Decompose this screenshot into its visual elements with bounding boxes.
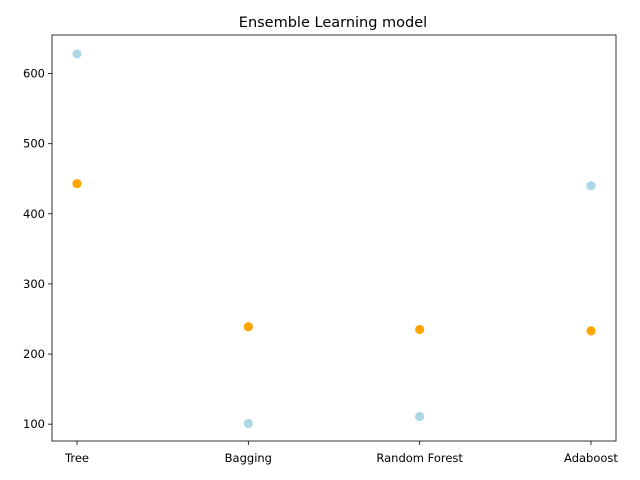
y-tick-label: 100 xyxy=(23,417,45,431)
y-axis: 100 200 300 400 500 600 xyxy=(23,67,52,431)
data-point-series-1 xyxy=(586,181,596,191)
data-point-series-2 xyxy=(72,179,82,189)
data-point-series-2 xyxy=(415,324,425,335)
x-tick-label: Tree xyxy=(64,451,89,465)
data-points xyxy=(72,49,596,429)
data-point-series-2 xyxy=(243,322,253,332)
data-point-series-1 xyxy=(243,418,253,429)
data-point-series-2 xyxy=(586,326,596,336)
y-tick-label: 300 xyxy=(23,277,45,291)
y-tick-label: 500 xyxy=(23,137,45,151)
data-point-series-1 xyxy=(72,49,82,59)
x-tick-label: Bagging xyxy=(225,451,272,465)
x-tick-label: Adaboost xyxy=(564,451,618,465)
y-tick-label: 400 xyxy=(23,207,45,221)
data-point-series-1 xyxy=(415,411,425,422)
x-axis: Tree Bagging Random Forest Adaboost xyxy=(64,441,618,465)
chart-title: Ensemble Learning model xyxy=(239,15,427,31)
axes-frame xyxy=(51,34,617,442)
y-tick-label: 600 xyxy=(23,67,45,81)
x-tick-label: Random Forest xyxy=(376,451,463,465)
y-tick-label: 200 xyxy=(23,347,45,361)
